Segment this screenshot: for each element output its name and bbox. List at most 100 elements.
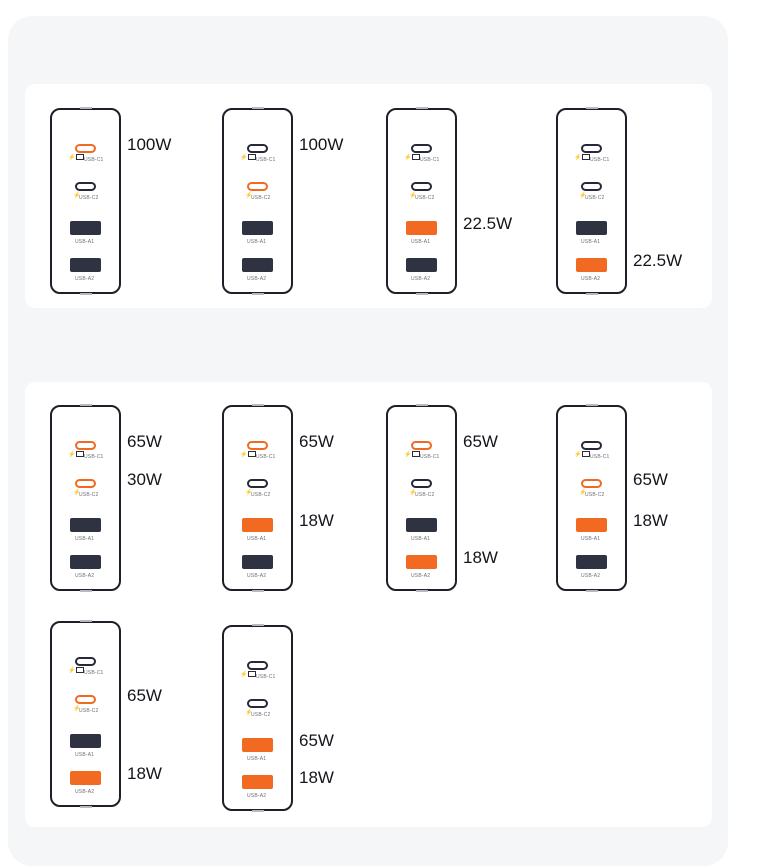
port-c1 bbox=[75, 656, 96, 666]
port-a2 bbox=[70, 555, 101, 569]
laptop-icon bbox=[76, 451, 85, 458]
port-c1 bbox=[247, 660, 268, 670]
port-c2 bbox=[75, 181, 96, 191]
charger-diagram: ⚡ USB-C1 ⚡ USB-C2 USB-A1 USB-A2 bbox=[222, 404, 293, 592]
lightning-bolt-icon: ⚡ bbox=[245, 710, 253, 716]
port-c1-active bbox=[75, 143, 96, 153]
port-a1 bbox=[576, 221, 607, 235]
port-label: USB-A2 bbox=[581, 573, 601, 579]
laptop-icon bbox=[248, 671, 257, 678]
port-label: USB-A1 bbox=[247, 536, 267, 542]
port-label: USB-A1 bbox=[581, 239, 601, 245]
port-a2-active bbox=[70, 771, 101, 785]
bolt-laptop-icon: ⚡ bbox=[240, 154, 257, 161]
bolt-laptop-icon: ⚡ bbox=[240, 451, 257, 458]
port-a1 bbox=[70, 221, 101, 235]
port-label: USB-C1 bbox=[256, 674, 276, 680]
port-c1 bbox=[247, 143, 268, 153]
port-a1 bbox=[70, 518, 101, 532]
lightning-bolt-icon: ⚡ bbox=[579, 490, 587, 496]
laptop-icon bbox=[582, 154, 591, 161]
lightning-bolt-icon: ⚡ bbox=[73, 490, 81, 496]
charger-diagram: ⚡ USB-C1 ⚡ USB-C2 USB-A1 USB-A2 bbox=[222, 624, 293, 812]
port-a1-active bbox=[242, 518, 273, 532]
port-label: USB-C2 bbox=[79, 195, 99, 201]
port-c1-active bbox=[411, 440, 432, 450]
port-label: USB-A1 bbox=[75, 239, 95, 245]
laptop-icon bbox=[412, 451, 421, 458]
port-label: USB-C2 bbox=[585, 195, 605, 201]
laptop-icon bbox=[248, 154, 257, 161]
wattage-label: 65W bbox=[633, 470, 668, 489]
charger-diagram: ⚡ USB-C1 ⚡ USB-C2 USB-A1 USB-A2 bbox=[386, 107, 457, 295]
port-c1 bbox=[581, 143, 602, 153]
wattage-label: 65W bbox=[127, 686, 162, 705]
port-label: USB-C2 bbox=[251, 195, 271, 201]
lightning-bolt-icon: ⚡ bbox=[245, 490, 253, 496]
wattage-label: 22.5W bbox=[463, 214, 513, 233]
lightning-bolt-icon: ⚡ bbox=[73, 706, 81, 712]
port-label: USB-A2 bbox=[411, 573, 431, 579]
port-c2 bbox=[411, 181, 432, 191]
port-label: USB-A2 bbox=[75, 276, 95, 282]
port-c1 bbox=[411, 143, 432, 153]
port-a2 bbox=[406, 258, 437, 272]
wattage-label: 65W bbox=[127, 432, 162, 451]
port-a1 bbox=[406, 518, 437, 532]
bolt-laptop-icon: ⚡ bbox=[574, 154, 591, 161]
laptop-icon bbox=[412, 154, 421, 161]
port-a1-active bbox=[242, 738, 273, 752]
charger-diagram: ⚡ USB-C1 ⚡ USB-C2 USB-A1 USB-A2 bbox=[222, 107, 293, 295]
charger-diagram: ⚡ USB-C1 ⚡ USB-C2 USB-A1 USB-A2 bbox=[50, 107, 121, 295]
port-label: USB-C2 bbox=[79, 492, 99, 498]
wattage-label: 22.5W bbox=[633, 251, 683, 270]
port-a2-active bbox=[576, 258, 607, 272]
port-c2 bbox=[581, 181, 602, 191]
laptop-icon bbox=[76, 667, 85, 674]
wattage-label: 30W bbox=[127, 470, 162, 489]
port-label: USB-A2 bbox=[75, 789, 95, 795]
port-a2 bbox=[242, 555, 273, 569]
port-label: USB-C1 bbox=[84, 454, 104, 460]
port-label: USB-C1 bbox=[590, 454, 610, 460]
port-a2-active bbox=[406, 555, 437, 569]
port-label: USB-C1 bbox=[84, 670, 104, 676]
port-label: USB-C2 bbox=[585, 492, 605, 498]
port-a2 bbox=[576, 555, 607, 569]
port-c2-active bbox=[247, 181, 268, 191]
wattage-label: 18W bbox=[299, 768, 334, 787]
port-a2-active bbox=[242, 775, 273, 789]
port-a2 bbox=[70, 258, 101, 272]
port-label: USB-A2 bbox=[581, 276, 601, 282]
charger-diagram: ⚡ USB-C1 ⚡ USB-C2 USB-A1 USB-A2 bbox=[556, 107, 627, 295]
wattage-label: 18W bbox=[633, 511, 668, 530]
charger-diagram: ⚡ USB-C1 ⚡ USB-C2 USB-A1 USB-A2 bbox=[50, 404, 121, 592]
port-label: USB-A2 bbox=[247, 793, 267, 799]
lightning-bolt-icon: ⚡ bbox=[579, 193, 587, 199]
lightning-bolt-icon: ⚡ bbox=[409, 490, 417, 496]
port-c1-active bbox=[247, 440, 268, 450]
port-a1 bbox=[70, 734, 101, 748]
charger-diagram: ⚡ USB-C1 ⚡ USB-C2 USB-A1 USB-A2 bbox=[50, 620, 121, 808]
port-label: USB-A1 bbox=[247, 239, 267, 245]
port-a2 bbox=[242, 258, 273, 272]
port-label: USB-C2 bbox=[79, 708, 99, 714]
port-label: USB-A1 bbox=[581, 536, 601, 542]
bolt-laptop-icon: ⚡ bbox=[240, 671, 257, 678]
bolt-laptop-icon: ⚡ bbox=[574, 451, 591, 458]
wattage-label: 18W bbox=[299, 511, 334, 530]
port-label: USB-C1 bbox=[420, 157, 440, 163]
port-a1-active bbox=[576, 518, 607, 532]
wattage-label: 18W bbox=[127, 764, 162, 783]
lightning-bolt-icon: ⚡ bbox=[409, 193, 417, 199]
port-c2-active bbox=[581, 478, 602, 488]
port-label: USB-A1 bbox=[75, 536, 95, 542]
port-label: USB-A2 bbox=[247, 573, 267, 579]
port-label: USB-A1 bbox=[75, 752, 95, 758]
bolt-laptop-icon: ⚡ bbox=[404, 451, 421, 458]
port-label: USB-A2 bbox=[247, 276, 267, 282]
charger-diagram: ⚡ USB-C1 ⚡ USB-C2 USB-A1 USB-A2 bbox=[556, 404, 627, 592]
port-c2 bbox=[411, 478, 432, 488]
laptop-icon bbox=[248, 451, 257, 458]
port-label: USB-C1 bbox=[84, 157, 104, 163]
